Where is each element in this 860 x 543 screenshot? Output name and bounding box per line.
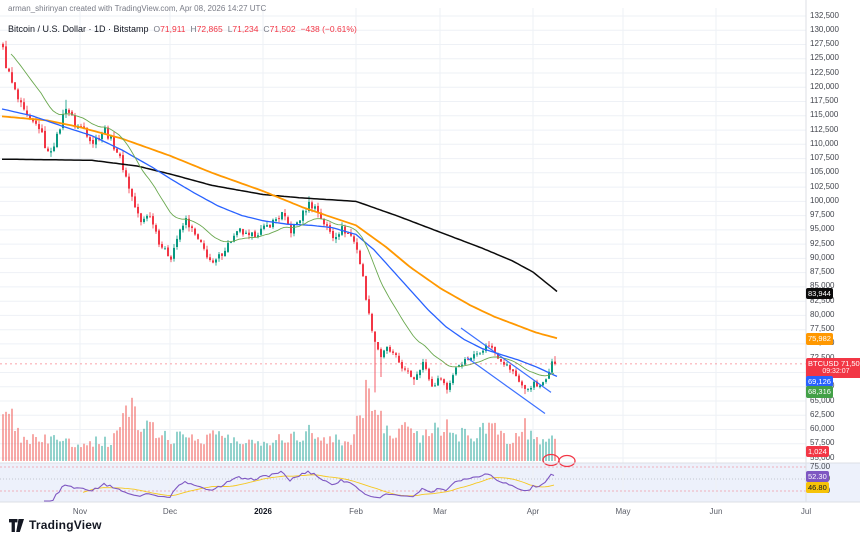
ohlc-high: H72,865	[191, 24, 223, 34]
price-tick-label: 97,500	[810, 210, 835, 220]
price-tick-label: 102,500	[810, 181, 839, 191]
price-tick-label: 85,000	[810, 281, 835, 291]
change-value: −438 (−0.61%)	[300, 24, 357, 34]
bar-close-countdown: 09:32:07	[822, 368, 850, 376]
open-value: 71,911	[160, 24, 186, 34]
price-tick-label: 112,500	[810, 124, 839, 134]
last-price-value: 71,502	[840, 358, 860, 368]
close-label: C	[263, 24, 270, 34]
price-tick-label: 80,000	[810, 309, 835, 319]
symbol-title[interactable]: Bitcoin / U.S. Dollar · 1D · Bitstamp	[8, 24, 149, 34]
chart-attribution: arman_shirinyan created with TradingView…	[8, 4, 267, 13]
tradingview-logo-text: TradingView	[29, 518, 102, 532]
price-tick-label: 57,500	[810, 438, 835, 448]
ohlc-close: C71,502	[263, 24, 295, 34]
price-tick-label: 95,000	[810, 224, 835, 234]
price-tick-label: 115,000	[810, 110, 839, 120]
price-tick-label: 65,000	[810, 395, 835, 405]
rsi-tick-label: 75.00	[810, 461, 831, 471]
time-tick-label: 2026	[254, 507, 272, 516]
price-axis[interactable]: 132,500 130,000 127,500 125,000 122,500 120,0…	[806, 0, 860, 543]
price-tick-label: 130,000	[810, 24, 839, 34]
price-tick-label: 62,500	[810, 409, 835, 419]
time-tick-label: Dec	[162, 507, 178, 516]
tradingview-logo[interactable]: TradingView	[9, 518, 102, 532]
tradingview-logo-icon	[9, 518, 24, 532]
open-label: O	[153, 24, 161, 34]
chart-legend: Bitcoin / U.S. Dollar · 1D · Bitstamp O7…	[8, 24, 357, 34]
time-axis[interactable]: Nov Dec 2026 Feb Mar Apr May Jun Jul	[0, 502, 811, 532]
low-value: 71,234	[232, 24, 259, 34]
ma50-value-badge: 69,126	[806, 375, 833, 388]
price-tick-label: 110,000	[810, 138, 839, 148]
time-tick-label: Mar	[433, 507, 447, 516]
price-tick-label: 87,500	[810, 267, 835, 277]
price-tick-label: 125,000	[810, 53, 839, 63]
price-tick-label: 60,000	[810, 424, 835, 433]
volume-value-badge: 1,024	[806, 446, 829, 458]
ma100-value-badge: 75,982	[806, 333, 833, 345]
price-tick-label: 72,500	[810, 353, 834, 362]
time-tick-label: Nov	[72, 507, 88, 516]
price-tick-label: 82,500	[810, 295, 835, 305]
low-label: L	[227, 24, 233, 34]
price-tick-label: 100,000	[810, 195, 839, 205]
rsi-value-badge: 52.30	[806, 471, 829, 483]
price-tick-label: 90,000	[810, 252, 835, 262]
price-tick-label: 77,500	[810, 324, 835, 334]
time-tick-label: Jun	[709, 507, 723, 516]
ema21-value-badge: 68,316	[806, 386, 833, 398]
price-tick-label: 117,500	[810, 96, 839, 105]
ohlc-open: O71,911	[154, 24, 186, 34]
time-tick-label: Jul	[800, 507, 812, 516]
close-value: 71,502	[269, 24, 296, 34]
last-price-badge: BTCUSD 71,502 09:32:07	[806, 357, 860, 379]
price-tick-label: 105,000	[810, 167, 839, 177]
price-tick-label: 132,500	[810, 10, 839, 20]
price-tick-label: 120,000	[810, 81, 839, 91]
ohlc-low: L71,234	[228, 24, 259, 34]
price-tick-label: 107,500	[810, 153, 839, 163]
price-tick-label: 127,500	[810, 39, 839, 48]
high-value: 72,865	[196, 24, 223, 34]
ma200-value-badge: 83,944	[806, 287, 833, 300]
last-price-symbol: BTCUSD	[808, 358, 839, 368]
rsi-ma-value-badge: 46.80	[806, 481, 829, 493]
price-tick-label: 122,500	[810, 67, 839, 77]
time-tick-label: Apr	[526, 507, 540, 516]
price-tick-label: 92,500	[810, 238, 835, 248]
high-label: H	[190, 24, 197, 34]
time-tick-label: May	[615, 507, 631, 516]
time-tick-label: Feb	[349, 507, 363, 516]
